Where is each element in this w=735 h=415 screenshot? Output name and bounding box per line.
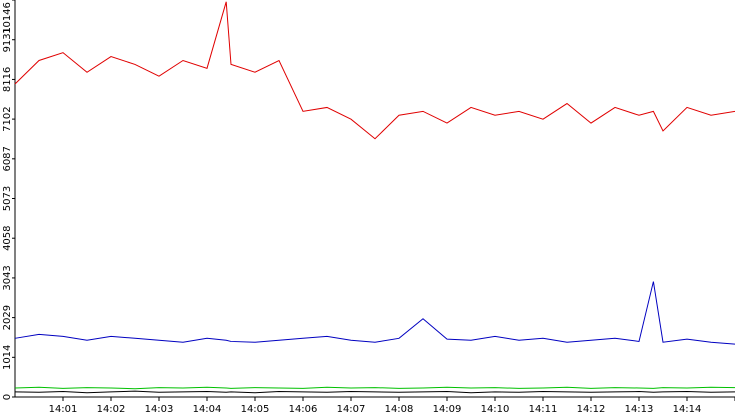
- y-tick-label: 1014: [2, 345, 13, 370]
- x-tick-label: 14:03: [145, 404, 174, 415]
- x-tick-label: 14:02: [97, 404, 126, 415]
- x-tick-label: 14:04: [193, 404, 222, 415]
- y-tick-label: 0: [2, 394, 13, 400]
- series-line: [14, 1, 735, 140]
- y-tick-label: 4058: [2, 225, 13, 250]
- series-line: [14, 386, 735, 390]
- x-tick-label: 14:10: [481, 404, 510, 415]
- y-tick-label: 2029: [2, 305, 13, 330]
- x-tick-label: 14:09: [433, 404, 462, 415]
- x-tick-label: 14:13: [625, 404, 654, 415]
- x-tick-label: 14:07: [337, 404, 366, 415]
- x-tick-label: 14:08: [385, 404, 414, 415]
- y-tick-label: 10146: [2, 2, 13, 34]
- y-tick-label: 6087: [2, 146, 13, 171]
- x-tick-label: 14:05: [241, 404, 270, 415]
- y-tick-label: 5073: [2, 186, 13, 211]
- y-tick-label: 8116: [2, 67, 13, 92]
- series-line: [14, 390, 735, 394]
- y-tick-label: 3043: [2, 265, 13, 290]
- y-tick-label: 9131: [2, 27, 13, 52]
- x-tick-label: 14:11: [529, 404, 558, 415]
- x-tick-label: 14:12: [577, 404, 606, 415]
- series-line: [14, 281, 735, 345]
- x-tick-label: 14:14: [673, 404, 702, 415]
- x-tick-label: 14:06: [289, 404, 318, 415]
- x-tick-label: 14:01: [49, 404, 78, 415]
- y-tick-label: 7102: [2, 106, 13, 131]
